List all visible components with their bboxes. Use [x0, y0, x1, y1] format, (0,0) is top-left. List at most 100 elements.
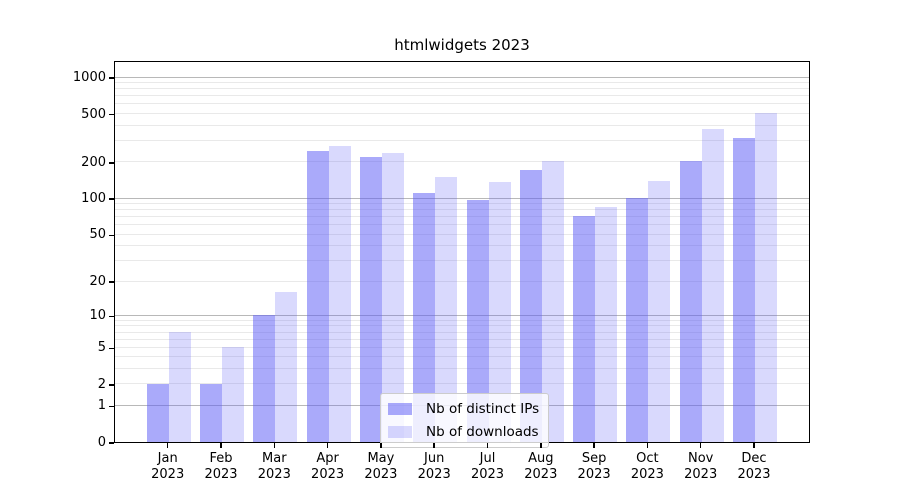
x-tick-mark-dec — [753, 443, 755, 448]
x-tick-mark-oct — [646, 443, 649, 448]
x-tick-label-mar: Mar 2023 — [257, 451, 291, 482]
bar-downloads-jan — [168, 332, 191, 442]
grid-layer — [115, 62, 809, 442]
y-tick-label-20: 20 — [89, 274, 106, 290]
y-tick-label-10: 10 — [89, 308, 106, 324]
y-tick-mark-100 — [109, 198, 114, 200]
x-tick-mark-jan — [166, 443, 169, 448]
gridline-minor-500 — [115, 113, 809, 115]
y-tick-label-0: 0 — [97, 435, 106, 450]
y-tick-mark-1000 — [109, 77, 114, 79]
gridline-minor-2 — [115, 383, 809, 385]
x-tick-label-jul: Jul 2023 — [470, 451, 505, 482]
x-tick-label-jun: Jun 2023 — [417, 451, 451, 482]
x-tick-mark-apr — [326, 443, 329, 448]
plot-area: Nb of distinct IPs Nb of downloads — [114, 61, 810, 448]
bar-ips-jul — [466, 199, 489, 442]
gridline-major-100 — [115, 197, 809, 199]
x-tick-mark-aug — [540, 443, 542, 448]
bar-downloads-sep — [595, 206, 618, 442]
bar-layer — [115, 62, 809, 442]
bar-ips-may — [359, 156, 382, 442]
legend-label-downloads: Nb of downloads — [426, 424, 539, 440]
gridline-major-1000 — [115, 76, 809, 78]
x-tick-label-nov: Nov 2023 — [684, 451, 718, 482]
bar-ips-feb — [200, 383, 222, 442]
legend-swatch-ips — [388, 403, 412, 415]
gridline-minor-8 — [115, 325, 809, 327]
bar-downloads-may — [381, 153, 404, 442]
y-tick-mark-50 — [109, 234, 114, 237]
bar-ips-apr — [306, 151, 329, 442]
legend: Nb of distinct IPs Nb of downloads — [380, 393, 550, 448]
chart-title: htmlwidgets 2023 — [394, 36, 530, 54]
bar-ips-sep — [573, 216, 596, 442]
y-tick-mark-20 — [109, 281, 114, 283]
y-tick-label-1000: 1000 — [72, 70, 106, 85]
bar-ips-aug — [519, 170, 542, 442]
legend-row-downloads: Nb of downloads — [388, 424, 539, 440]
gridline-minor-20 — [115, 280, 809, 282]
bar-ips-mar — [253, 315, 276, 442]
gridline-minor-30 — [115, 260, 809, 262]
x-tick-label-aug: Aug 2023 — [524, 451, 558, 482]
gridline-minor-90 — [115, 203, 809, 205]
bar-ips-nov — [679, 160, 702, 442]
x-tick-label-jan: Jan 2023 — [151, 451, 185, 482]
gridline-minor-300 — [115, 140, 809, 141]
legend-row-ips: Nb of distinct IPs — [388, 401, 539, 417]
y-tick-mark-0 — [109, 442, 114, 444]
y-tick-mark-5 — [109, 347, 114, 350]
y-tick-mark-10 — [109, 315, 114, 318]
bar-downloads-feb — [222, 347, 244, 442]
bar-downloads-mar — [275, 292, 298, 442]
x-tick-mark-mar — [273, 443, 276, 448]
x-tick-mark-may — [380, 443, 382, 448]
y-tick-label-1: 1 — [97, 398, 106, 414]
x-tick-label-oct: Oct 2023 — [630, 451, 664, 482]
bar-ips-oct — [626, 198, 649, 442]
legend-swatch-downloads — [388, 426, 412, 438]
gridline-minor-60 — [115, 224, 809, 226]
bar-downloads-aug — [541, 160, 564, 442]
bar-downloads-jul — [488, 182, 511, 442]
gridline-minor-40 — [115, 245, 809, 247]
x-tick-label-may: May 2023 — [364, 451, 398, 482]
y-tick-label-50: 50 — [89, 227, 106, 243]
y-tick-label-2: 2 — [97, 376, 106, 392]
gridline-minor-200 — [115, 161, 809, 163]
x-tick-label-feb: Feb 2023 — [204, 451, 238, 482]
x-tick-mark-sep — [593, 443, 595, 448]
x-tick-label-sep: Sep 2023 — [577, 451, 611, 482]
bar-ips-jan — [146, 383, 169, 442]
x-tick-mark-feb — [220, 443, 222, 448]
y-tick-mark-1 — [109, 405, 114, 408]
gridline-major-10 — [115, 314, 809, 316]
bar-downloads-nov — [701, 129, 724, 442]
gridline-minor-50 — [115, 233, 809, 235]
gridline-minor-6 — [115, 338, 809, 340]
gridline-minor-3 — [115, 368, 809, 370]
x-tick-label-apr: Apr 2023 — [311, 451, 345, 482]
gridline-minor-5 — [115, 346, 809, 348]
bar-downloads-apr — [328, 146, 351, 442]
bar-downloads-dec — [755, 112, 777, 442]
bar-downloads-oct — [648, 180, 671, 442]
y-tick-label-100: 100 — [81, 191, 106, 207]
legend-label-ips: Nb of distinct IPs — [426, 401, 540, 417]
gridline-minor-70 — [115, 216, 809, 218]
gridline-minor-9 — [115, 319, 809, 321]
y-tick-mark-2 — [109, 384, 114, 386]
gridline-minor-80 — [115, 209, 809, 211]
gridline-minor-700 — [115, 95, 809, 97]
gridline-minor-400 — [115, 124, 809, 126]
x-tick-mark-jun — [433, 443, 435, 448]
y-tick-label-500: 500 — [81, 106, 106, 122]
x-tick-mark-jul — [486, 443, 489, 448]
bar-ips-dec — [733, 137, 755, 442]
gridline-minor-7 — [115, 331, 809, 333]
gridline-minor-800 — [115, 88, 809, 90]
y-tick-label-5: 5 — [97, 340, 106, 356]
gridline-minor-600 — [115, 103, 809, 105]
gridline-minor-900 — [115, 82, 809, 84]
